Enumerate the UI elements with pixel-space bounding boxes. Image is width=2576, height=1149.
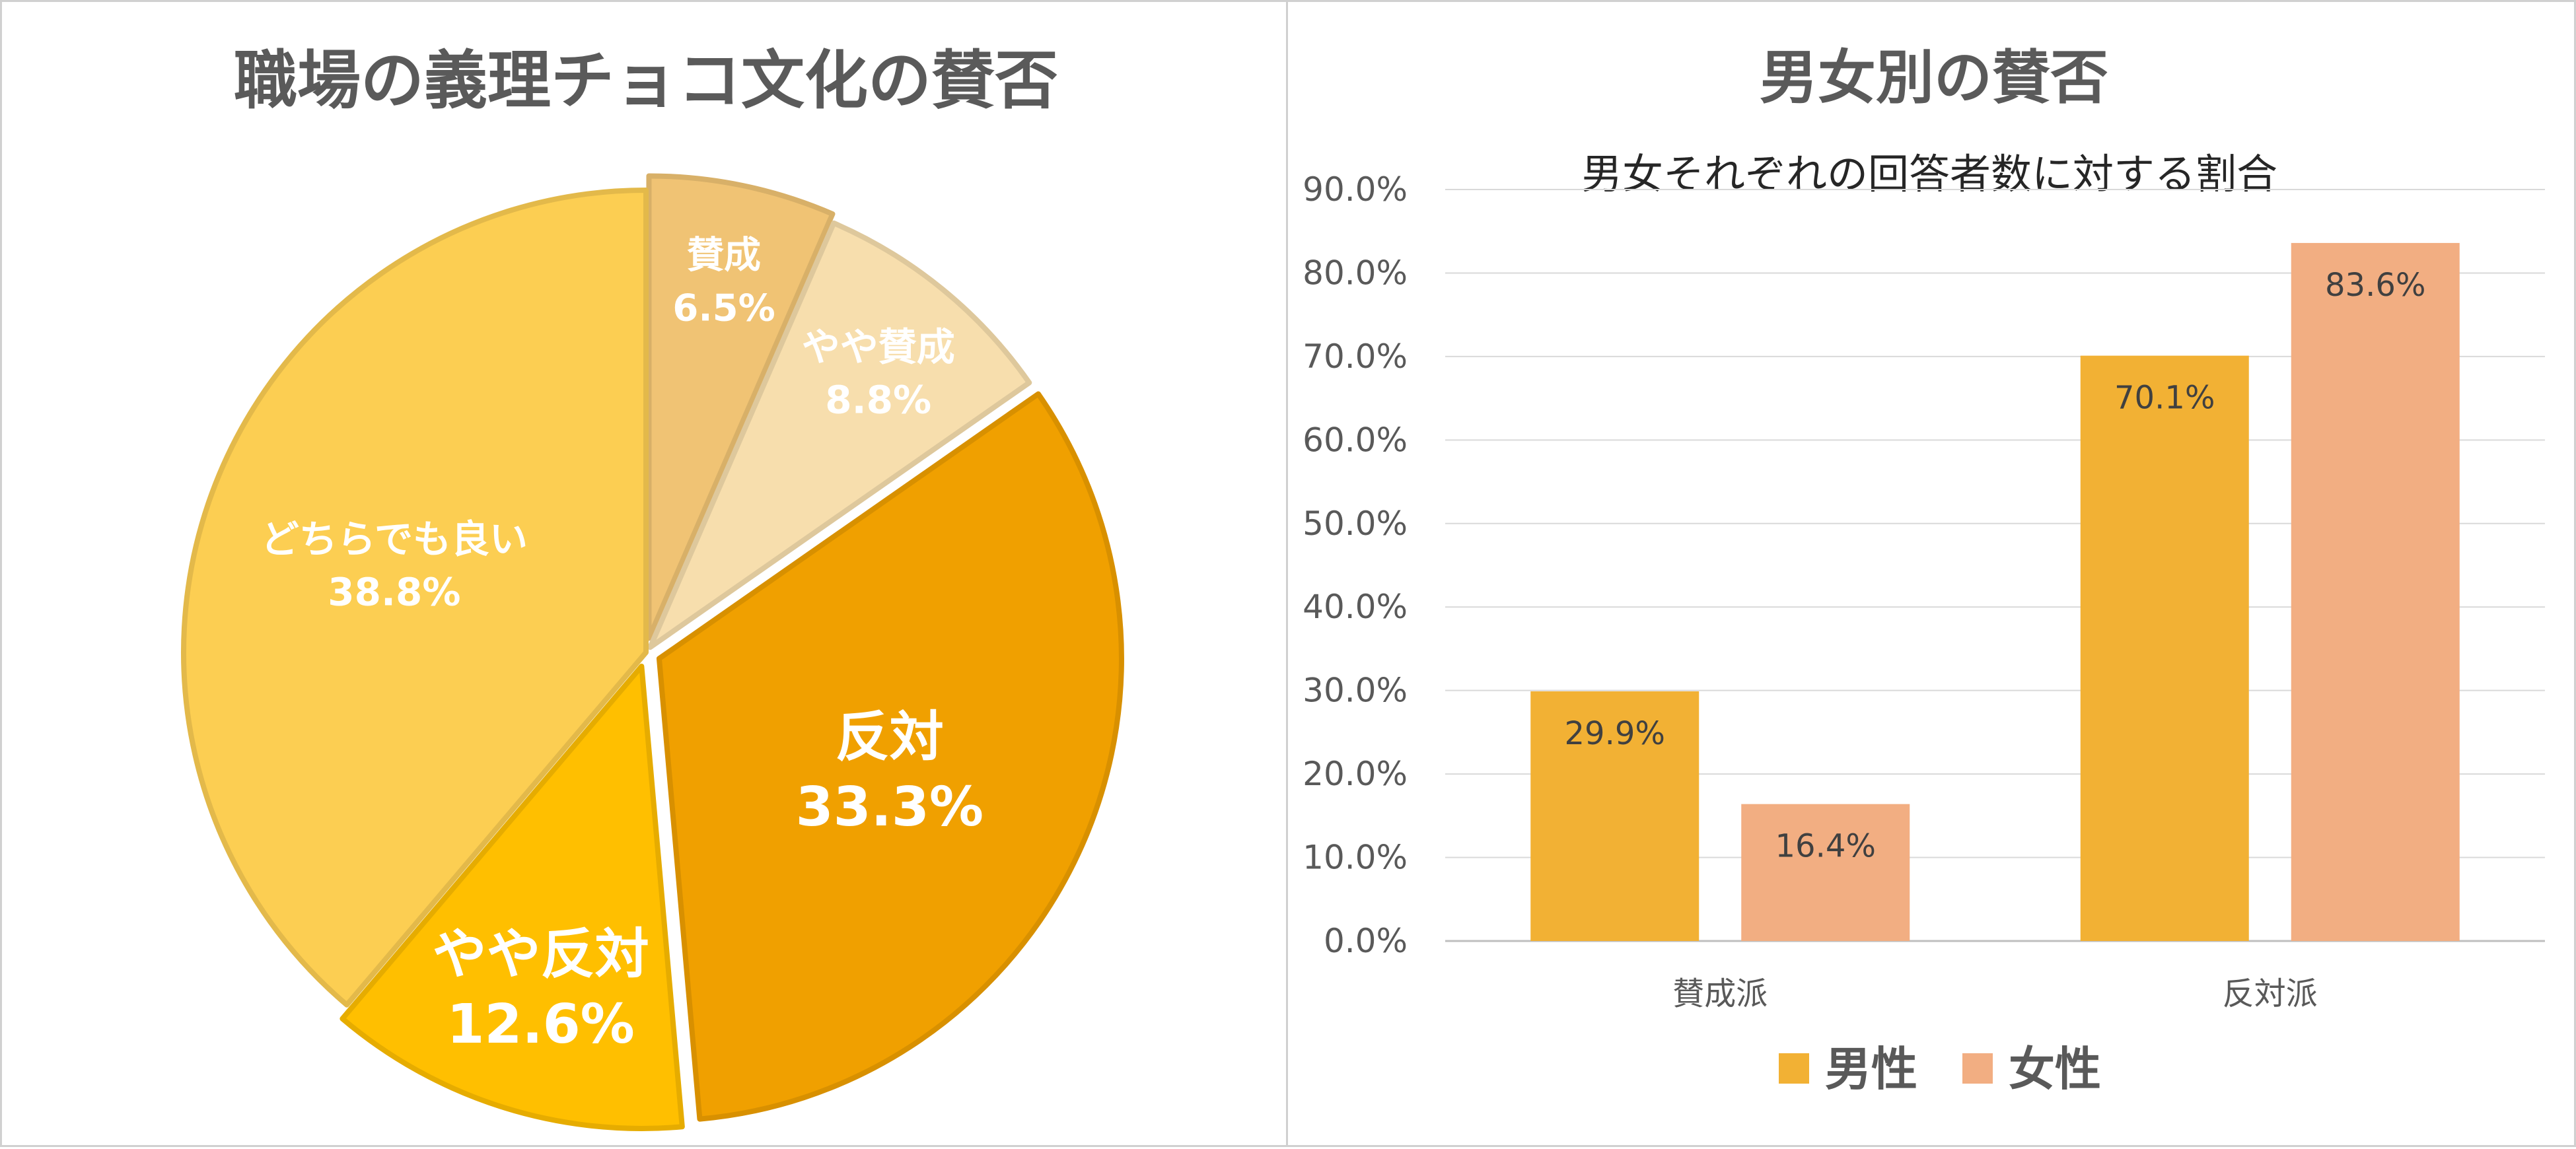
pie-slice-label: やや反対	[433, 923, 649, 986]
pie-slice	[647, 220, 1032, 650]
bar-data-label: 83.6%	[2325, 267, 2425, 304]
pie-slice-label: 反対	[836, 706, 944, 769]
y-tick-label: 20.0%	[1303, 755, 1408, 793]
bar-data-label: 29.9%	[1565, 715, 1665, 752]
y-tick-label: 0.0%	[1324, 922, 1408, 960]
pie-slice-label: やや賛成	[802, 325, 955, 370]
bar-chart-title: 男女別の賛否	[1760, 44, 2108, 112]
x-tick-label: 反対派	[2223, 975, 2318, 1012]
legend-swatch	[1779, 1053, 1809, 1084]
legend-swatch	[1962, 1053, 1993, 1084]
pie-slice	[340, 663, 685, 1131]
pie-chart-panel: 職場の義理チョコ文化の賛否 賛成 6.5% やや賛成 8.8% 反対 33.3% やや反対 1…	[0, 0, 1288, 1147]
y-tick-label: 50.0%	[1303, 505, 1408, 543]
pie-slice	[181, 188, 649, 1008]
pie-slice-value: 6.5%	[672, 287, 775, 330]
y-tick-label: 30.0%	[1303, 672, 1408, 710]
pie-slice-value: 8.8%	[825, 378, 931, 423]
bar-chart: 男女別の賛否 男女それぞれの回答者数に対する割合 0.0% 10.0% 20.0% 3…	[1303, 44, 2545, 1096]
pie-slice-value: 33.3%	[796, 776, 984, 839]
pie-slice	[646, 173, 836, 641]
bar	[2080, 355, 2249, 941]
bar-data-label: 70.1%	[2114, 380, 2215, 417]
bar-chart-panel: 男女別の賛否 男女それぞれの回答者数に対する割合 0.0% 10.0% 20.0% 3…	[1286, 0, 2576, 1147]
pie-chart: 職場の義理チョコ文化の賛否 賛成 6.5% やや賛成 8.8% 反対 33.3% やや反対 1…	[181, 44, 1124, 1131]
y-tick-label: 10.0%	[1303, 839, 1408, 877]
legend-label: 女性	[2009, 1042, 2101, 1096]
bar	[1530, 691, 1699, 941]
pie-slice-value: 12.6%	[447, 993, 634, 1056]
bar-data-label: 16.4%	[1775, 828, 1876, 865]
y-tick-label: 90.0%	[1303, 170, 1408, 209]
y-tick-label: 40.0%	[1303, 588, 1408, 626]
bar	[2291, 242, 2460, 941]
legend-label: 男性	[1825, 1042, 1917, 1096]
bar	[1741, 804, 1910, 941]
y-tick-label: 70.0%	[1303, 337, 1408, 376]
pie-slice-label: 賛成	[687, 234, 761, 277]
y-tick-label: 80.0%	[1303, 254, 1408, 292]
x-tick-label: 賛成派	[1672, 975, 1768, 1012]
pie-chart-title: 職場の義理チョコ文化の賛否	[234, 44, 1058, 118]
y-tick-label: 60.0%	[1303, 421, 1408, 459]
pie-slice-value: 38.8%	[328, 569, 460, 614]
pie-slice	[656, 391, 1124, 1122]
pie-slice-label: どちらでも良い	[261, 516, 528, 561]
bar-chart-subtitle: 男女それぞれの回答者数に対する割合	[1581, 150, 2277, 198]
